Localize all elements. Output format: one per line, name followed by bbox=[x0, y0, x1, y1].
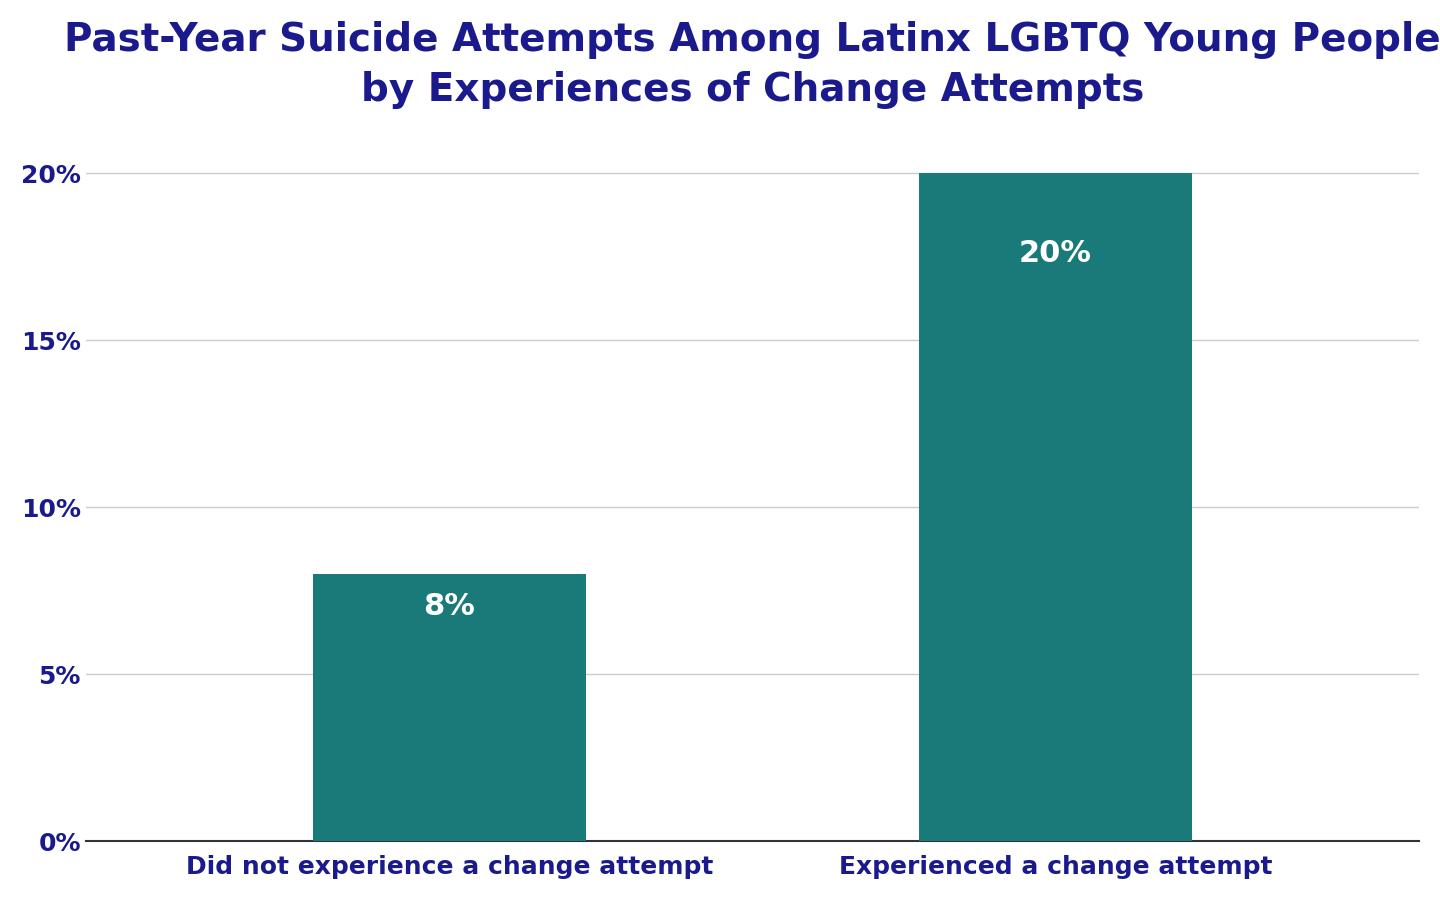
Text: 8%: 8% bbox=[423, 591, 475, 621]
Title: Past-Year Suicide Attempts Among Latinx LGBTQ Young People
by Experiences of Cha: Past-Year Suicide Attempts Among Latinx … bbox=[65, 21, 1440, 109]
Bar bbox=[919, 173, 1192, 842]
Bar bbox=[312, 574, 586, 842]
Text: 20%: 20% bbox=[1020, 238, 1092, 268]
